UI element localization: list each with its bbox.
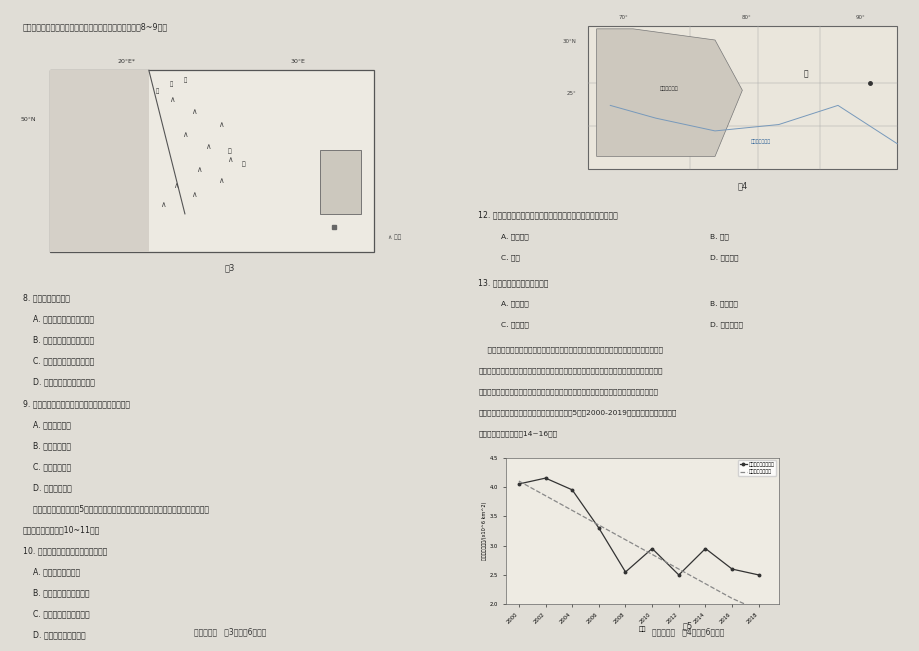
Text: D. 反气旋，顺时针辐合: D. 反气旋，顺时针辐合 bbox=[23, 630, 85, 639]
年均范围变化趋势 bbox=[513, 477, 524, 485]
Text: 30°N: 30°N bbox=[562, 39, 575, 44]
Text: C. 下渗: C. 下渗 bbox=[501, 254, 519, 260]
多年生海冰年均范围 bbox=[593, 524, 604, 532]
多年生海冰年均范围 bbox=[513, 480, 524, 488]
Text: D. 泥石流灾害: D. 泥石流灾害 bbox=[709, 322, 743, 328]
Text: 30°E: 30°E bbox=[289, 59, 305, 64]
Text: ∧ 山脉: ∧ 山脉 bbox=[388, 235, 401, 240]
Text: D. 山体表面积小: D. 山体表面积小 bbox=[23, 483, 72, 492]
Text: 10. 下列关于台风杜苏芮说法正确的是: 10. 下列关于台风杜苏芮说法正确的是 bbox=[23, 546, 107, 555]
多年生海冰年均范围 bbox=[619, 568, 630, 576]
Text: B. 阴雨天气较多: B. 阴雨天气较多 bbox=[23, 441, 71, 450]
Text: ∧: ∧ bbox=[191, 107, 197, 117]
Text: C. 谷风差异较小，山风更强: C. 谷风差异较小，山风更强 bbox=[23, 357, 94, 366]
Bar bbox=[50, 70, 149, 252]
Text: 喜马拉雅山脉: 喜马拉雅山脉 bbox=[660, 86, 678, 91]
Text: 巴: 巴 bbox=[183, 77, 187, 83]
多年生海冰年均范围 bbox=[699, 545, 710, 553]
Text: 50°N: 50°N bbox=[20, 117, 36, 122]
年均范围变化趋势 bbox=[619, 536, 630, 544]
Text: 强度差异较大，接近山顶处的山谷风环流较弱，据此完成8~9题。: 强度差异较大，接近山顶处的山谷风环流较弱，据此完成8~9题。 bbox=[23, 23, 167, 31]
Text: C. 滑坡灾害: C. 滑坡灾害 bbox=[501, 322, 528, 328]
Text: ∧: ∧ bbox=[173, 180, 178, 189]
Text: 90°: 90° bbox=[855, 15, 865, 20]
Text: 山: 山 bbox=[228, 148, 232, 154]
年均范围变化趋势 bbox=[726, 594, 737, 602]
Text: 9. 接近山顶处的山谷风环流较弱，主要是因为山顶: 9. 接近山顶处的山谷风环流较弱，主要是因为山顶 bbox=[23, 399, 130, 408]
Text: ∧: ∧ bbox=[204, 143, 210, 152]
多年生海冰年均范围 bbox=[726, 565, 737, 573]
Text: 反射率的物理特性，可反射大部分太阳辐射。图5示意2000-2019年北极多年生海冰范围年: 反射率的物理特性，可反射大部分太阳辐射。图5示意2000-2019年北极多年生海… bbox=[478, 409, 675, 416]
Text: D. 海水蒸发: D. 海水蒸发 bbox=[709, 254, 738, 260]
年均范围变化趋势 bbox=[646, 551, 657, 559]
Text: ∧: ∧ bbox=[168, 94, 174, 104]
Text: C. 大气密度较大: C. 大气密度较大 bbox=[23, 462, 71, 471]
Text: 停滞不前。据此完成10~11题。: 停滞不前。据此完成10~11题。 bbox=[23, 525, 100, 534]
年均范围变化趋势 bbox=[699, 580, 710, 588]
Y-axis label: 多年生海冰范围/(x10^6 km^2): 多年生海冰范围/(x10^6 km^2) bbox=[482, 502, 486, 560]
多年生海冰年均范围 bbox=[539, 474, 550, 482]
多年生海冰年均范围 bbox=[673, 571, 684, 579]
Text: 脉: 脉 bbox=[242, 161, 245, 167]
Text: ∧: ∧ bbox=[218, 176, 223, 184]
Bar bbox=[320, 150, 360, 214]
Text: 系统的重要组成部分之一，其季节和年际变化都反映着北极海洋状况，是最重要的大气环境特: 系统的重要组成部分之一，其季节和年际变化都反映着北极海洋状况，是最重要的大气环境… bbox=[478, 367, 662, 374]
Text: 征。海冰作为海洋与大气的隔膜层，阻碍了大气与海洋之间的能量和物质交换。海冰具有高: 征。海冰作为海洋与大气的隔膜层，阻碍了大气与海洋之间的能量和物质交换。海冰具有高 bbox=[478, 388, 657, 395]
Text: C. 高压中心，逆时针辐散: C. 高压中心，逆时针辐散 bbox=[23, 609, 89, 618]
X-axis label: 年份: 年份 bbox=[638, 626, 645, 632]
Text: 8. 与北坡相比，南坡: 8. 与北坡相比，南坡 bbox=[23, 294, 70, 303]
Text: 图3: 图3 bbox=[224, 263, 235, 272]
Text: 80°: 80° bbox=[742, 15, 751, 20]
Text: 尔: 尔 bbox=[170, 81, 173, 87]
Text: ∧: ∧ bbox=[182, 130, 187, 139]
Text: 【高三地理   第3页（共6页）】: 【高三地理 第3页（共6页）】 bbox=[194, 628, 266, 637]
多年生海冰年均范围 bbox=[566, 486, 577, 493]
Text: 25°: 25° bbox=[566, 90, 575, 96]
Text: 际变化趋势。据此完成14~16题。: 际变化趋势。据此完成14~16题。 bbox=[478, 430, 557, 437]
Text: 图4: 图4 bbox=[736, 182, 746, 190]
Text: D. 谷风差异较小，山风更弱: D. 谷风差异较小，山风更弱 bbox=[23, 378, 95, 387]
Text: B. 山风差异较小，谷风更强: B. 山风差异较小，谷风更强 bbox=[23, 336, 94, 345]
多年生海冰年均范围 bbox=[646, 545, 657, 553]
Text: 【高三地理   第4页（共6页）】: 【高三地理 第4页（共6页）】 bbox=[651, 628, 723, 637]
Text: ∧: ∧ bbox=[218, 120, 223, 129]
Bar bbox=[50, 70, 374, 252]
年均范围变化趋势 bbox=[593, 521, 604, 529]
Legend: 多年生海冰年均范围, 年均范围变化趋势: 多年生海冰年均范围, 年均范围变化趋势 bbox=[737, 460, 776, 477]
年均范围变化趋势 bbox=[539, 492, 550, 499]
Text: ∧: ∧ bbox=[227, 155, 233, 164]
Text: ∧: ∧ bbox=[159, 200, 165, 209]
Text: A. 洪涝灾害: A. 洪涝灾害 bbox=[501, 301, 528, 307]
Text: ∧: ∧ bbox=[196, 165, 201, 174]
Text: 布拉马普特拉河: 布拉马普特拉河 bbox=[750, 139, 770, 145]
Text: 70°: 70° bbox=[618, 15, 628, 20]
Text: 12. 布拉马普特拉河参与的海陆间循环中，循环水量最大的环节是: 12. 布拉马普特拉河参与的海陆间循环中，循环水量最大的环节是 bbox=[478, 211, 618, 219]
Text: 13. 甲地区最常见的自然灾害是: 13. 甲地区最常见的自然灾害是 bbox=[478, 278, 548, 287]
年均范围变化趋势 bbox=[566, 506, 577, 514]
Text: ∧: ∧ bbox=[191, 190, 197, 199]
年均范围变化趋势 bbox=[753, 606, 764, 614]
Text: 图5: 图5 bbox=[682, 622, 692, 631]
Line: 年均范围变化趋势: 年均范围变化趋势 bbox=[518, 481, 758, 610]
Text: A. 山风差异较小，谷风更弱: A. 山风差异较小，谷风更弱 bbox=[23, 314, 94, 324]
Text: 中国天气网讯，今年第5号台风杜苏芮在福建连海紧陆，越过长江后在华北地区或缓升: 中国天气网讯，今年第5号台风杜苏芮在福建连海紧陆，越过长江后在华北地区或缓升 bbox=[23, 504, 209, 513]
Text: 东: 东 bbox=[156, 88, 159, 94]
Text: 20°E*: 20°E* bbox=[118, 59, 135, 64]
Text: A. 气旋，顺时针辐散: A. 气旋，顺时针辐散 bbox=[23, 567, 80, 576]
Polygon shape bbox=[596, 29, 742, 156]
Text: A. 地表径流: A. 地表径流 bbox=[501, 233, 528, 240]
Line: 多年生海冰年均范围: 多年生海冰年均范围 bbox=[517, 477, 759, 576]
Text: B. 干旱灾害: B. 干旱灾害 bbox=[709, 301, 738, 307]
Text: 甲: 甲 bbox=[803, 69, 808, 78]
Bar bbox=[587, 25, 896, 169]
多年生海冰年均范围 bbox=[753, 571, 764, 579]
年均范围变化趋势 bbox=[673, 565, 684, 573]
Text: B. 低压中心，逆时针辐合: B. 低压中心，逆时针辐合 bbox=[23, 589, 89, 598]
Text: 北极地区作为地球主要冷源之一，在气候变化中起到举足轻重的作用。海冰作为北极生态: 北极地区作为地球主要冷源之一，在气候变化中起到举足轻重的作用。海冰作为北极生态 bbox=[478, 346, 663, 353]
Text: B. 降水: B. 降水 bbox=[709, 233, 729, 240]
Text: A. 地表植被稀疏: A. 地表植被稀疏 bbox=[23, 420, 71, 429]
